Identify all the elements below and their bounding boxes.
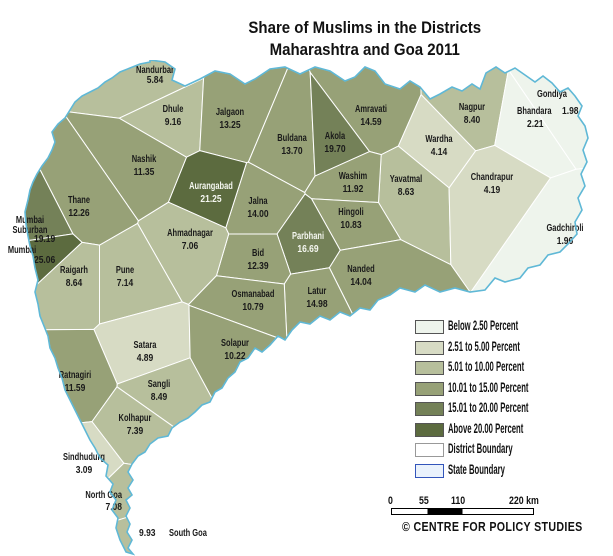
svg-text:1.98: 1.98: [562, 105, 579, 116]
svg-text:Nanded: Nanded: [347, 263, 374, 274]
svg-text:7.14: 7.14: [117, 277, 134, 288]
svg-text:7.06: 7.06: [182, 240, 199, 251]
svg-text:12.39: 12.39: [247, 260, 268, 271]
svg-text:Jalna: Jalna: [248, 195, 267, 206]
svg-text:Washim: Washim: [339, 170, 368, 181]
svg-text:10.83: 10.83: [340, 219, 361, 230]
svg-text:9.93: 9.93: [139, 527, 156, 538]
svg-text:Aurangabad: Aurangabad: [189, 180, 233, 191]
svg-text:Parbhani: Parbhani: [292, 230, 324, 241]
svg-text:4.14: 4.14: [431, 146, 448, 157]
svg-text:25.06: 25.06: [34, 254, 55, 265]
svg-text:14.00: 14.00: [247, 208, 268, 219]
svg-text:10.22: 10.22: [224, 350, 245, 361]
svg-text:Nashik: Nashik: [132, 153, 157, 164]
svg-text:Dhule: Dhule: [163, 103, 184, 114]
svg-text:Akola: Akola: [325, 130, 345, 141]
svg-text:Thane: Thane: [68, 194, 90, 205]
svg-text:North Goa: North Goa: [85, 489, 122, 500]
svg-text:19.19: 19.19: [34, 233, 55, 244]
svg-text:14.04: 14.04: [350, 276, 372, 287]
svg-text:14.98: 14.98: [306, 298, 327, 309]
svg-text:South Goa: South Goa: [169, 527, 207, 538]
svg-text:Yavatmal: Yavatmal: [390, 173, 422, 184]
svg-text:Raigarh: Raigarh: [60, 264, 88, 275]
svg-text:Osmanabad: Osmanabad: [232, 288, 275, 299]
svg-text:Gadchiroli: Gadchiroli: [546, 222, 583, 233]
svg-text:13.25: 13.25: [219, 119, 240, 130]
svg-text:8.64: 8.64: [66, 277, 83, 288]
svg-text:Wardha: Wardha: [425, 133, 452, 144]
svg-text:11.59: 11.59: [65, 382, 86, 393]
svg-text:13.70: 13.70: [281, 145, 302, 156]
svg-text:11.92: 11.92: [343, 183, 364, 194]
svg-text:8.63: 8.63: [398, 186, 415, 197]
svg-text:Buldana: Buldana: [277, 132, 307, 143]
svg-text:Jalgaon: Jalgaon: [216, 106, 244, 117]
svg-text:Bhandara: Bhandara: [517, 105, 552, 116]
svg-text:Sangli: Sangli: [148, 378, 170, 389]
svg-text:9.16: 9.16: [165, 116, 182, 127]
svg-text:Satara: Satara: [134, 339, 157, 350]
svg-text:3.09: 3.09: [76, 464, 93, 475]
svg-text:Chandrapur: Chandrapur: [471, 171, 514, 182]
svg-text:Pune: Pune: [116, 264, 134, 275]
svg-text:4.19: 4.19: [484, 184, 501, 195]
svg-text:16.69: 16.69: [297, 243, 318, 254]
svg-text:Hingoli: Hingoli: [338, 206, 363, 217]
svg-text:14.59: 14.59: [360, 116, 381, 127]
svg-text:19.70: 19.70: [324, 143, 345, 154]
svg-text:5.84: 5.84: [147, 74, 164, 85]
svg-text:11.35: 11.35: [134, 166, 155, 177]
svg-text:Bid: Bid: [252, 247, 264, 258]
svg-text:10.79: 10.79: [242, 301, 263, 312]
svg-text:8.40: 8.40: [464, 114, 481, 125]
svg-text:7.39: 7.39: [127, 425, 144, 436]
svg-text:Latur: Latur: [308, 285, 327, 296]
svg-text:Nagpur: Nagpur: [459, 101, 486, 112]
svg-text:Kolhapur: Kolhapur: [119, 412, 152, 423]
svg-text:Amravati: Amravati: [355, 103, 387, 114]
svg-text:Ahmadnagar: Ahmadnagar: [167, 227, 213, 238]
svg-text:Gondiya: Gondiya: [537, 88, 567, 99]
svg-text:Solapur: Solapur: [221, 337, 249, 348]
svg-text:2.21: 2.21: [527, 118, 544, 129]
svg-text:Ratnagiri: Ratnagiri: [59, 369, 91, 380]
svg-text:12.26: 12.26: [68, 207, 89, 218]
svg-text:4.89: 4.89: [137, 352, 154, 363]
svg-text:8.49: 8.49: [151, 391, 168, 402]
svg-text:21.25: 21.25: [200, 193, 221, 204]
